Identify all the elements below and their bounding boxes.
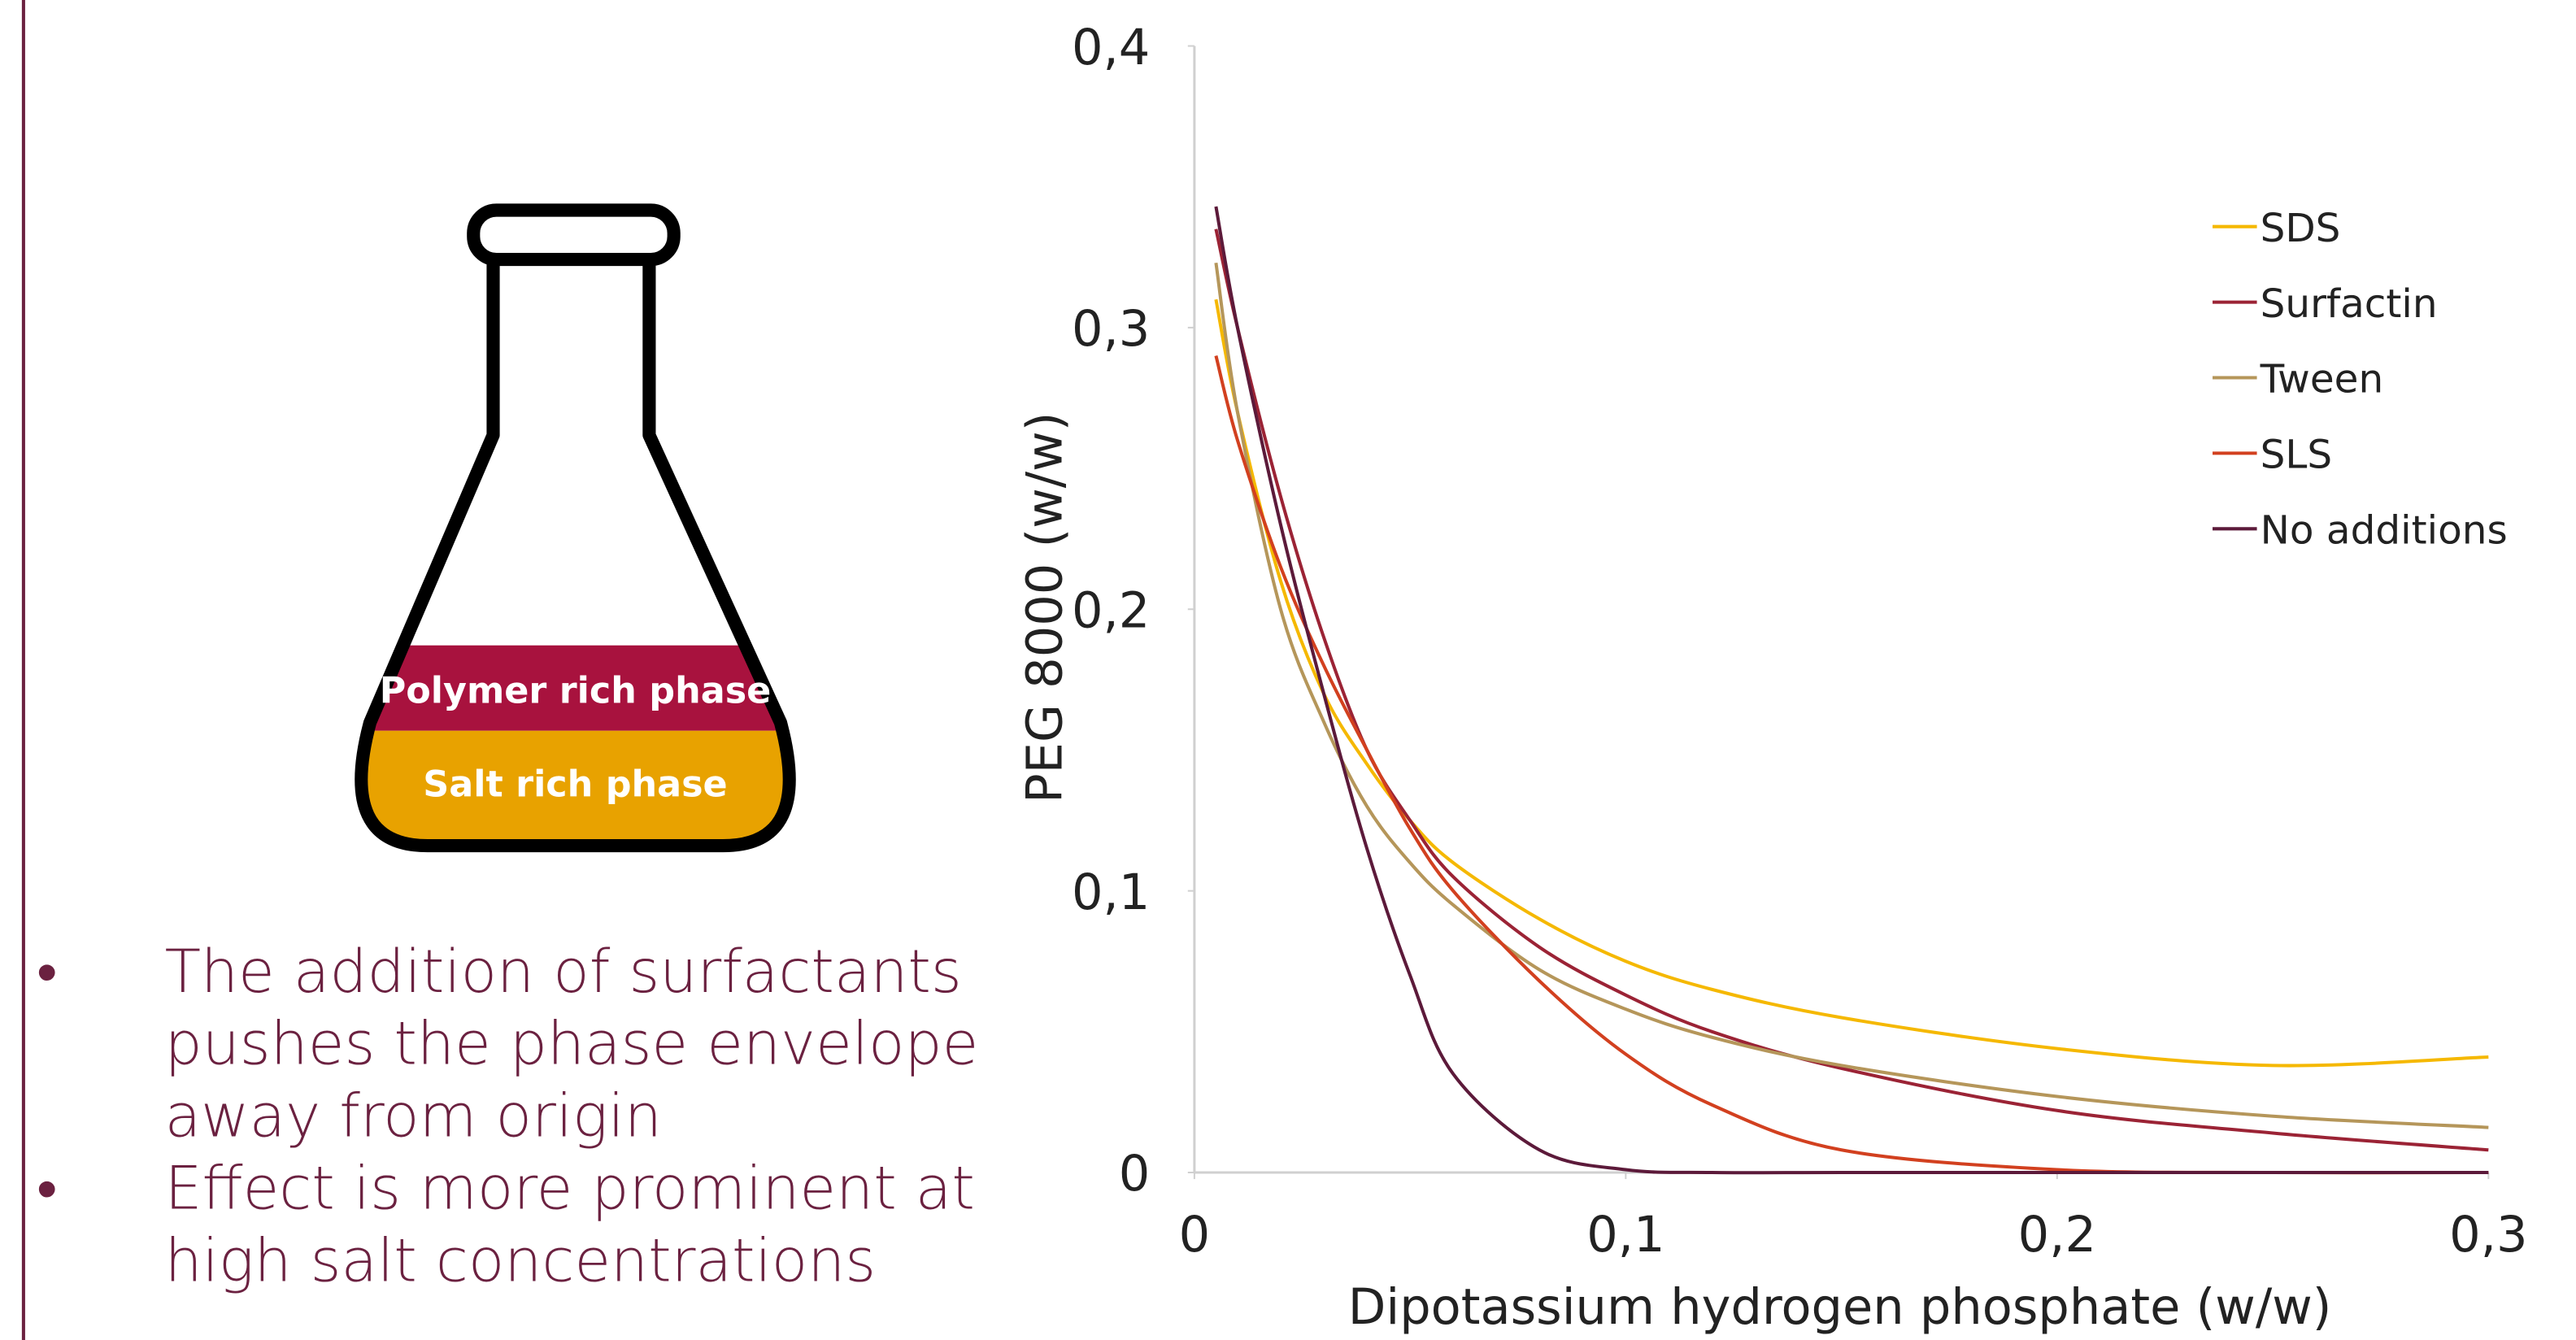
x-tick-label: 0	[1179, 1207, 1211, 1264]
y-tick-label: 0,2	[1072, 582, 1150, 639]
phase-label: Polymer rich phase	[380, 670, 772, 711]
series-line	[1216, 299, 2488, 1065]
legend-label: Tween	[2260, 357, 2384, 402]
phase-label: Salt rich phase	[423, 764, 727, 806]
bullet-text: pushes the phase envelope	[165, 1011, 979, 1079]
legend-label: Surfactin	[2261, 281, 2438, 327]
y-axis-title: PEG 8000 (w/w)	[1016, 412, 1073, 803]
bullet-text: The addition of surfactants	[165, 938, 962, 1007]
bullet-text: Effect is more prominent at	[165, 1155, 975, 1223]
x-tick-label: 0,3	[2449, 1207, 2527, 1264]
y-tick-label: 0	[1119, 1146, 1151, 1203]
legend-label: No additions	[2261, 507, 2508, 553]
bullet-text: high salt concentrations	[165, 1227, 877, 1295]
series-line	[1216, 207, 2488, 1172]
y-tick-label: 0,3	[1072, 301, 1150, 358]
bullet-glyph: •	[37, 938, 57, 1007]
x-tick-label: 0,1	[1586, 1207, 1664, 1264]
flask-rim	[473, 211, 673, 260]
series-line	[1216, 356, 2488, 1173]
x-tick-label: 0,2	[2018, 1207, 2096, 1264]
x-axis-title: Dipotassium hydrogen phosphate (w/w)	[1348, 1279, 2332, 1336]
y-tick-label: 0,4	[1072, 20, 1150, 76]
y-tick-label: 0,1	[1072, 864, 1150, 921]
page: Polymer rich phase Salt rich phase • • D…	[0, 0, 2576, 1340]
legend-label: SLS	[2261, 433, 2333, 478]
bullet-glyph: •	[37, 1155, 57, 1223]
slide: Polymer rich phase Salt rich phase • • D…	[0, 0, 2576, 1340]
legend-label: SDS	[2261, 206, 2341, 251]
bullet-text: away from origin	[165, 1083, 662, 1151]
